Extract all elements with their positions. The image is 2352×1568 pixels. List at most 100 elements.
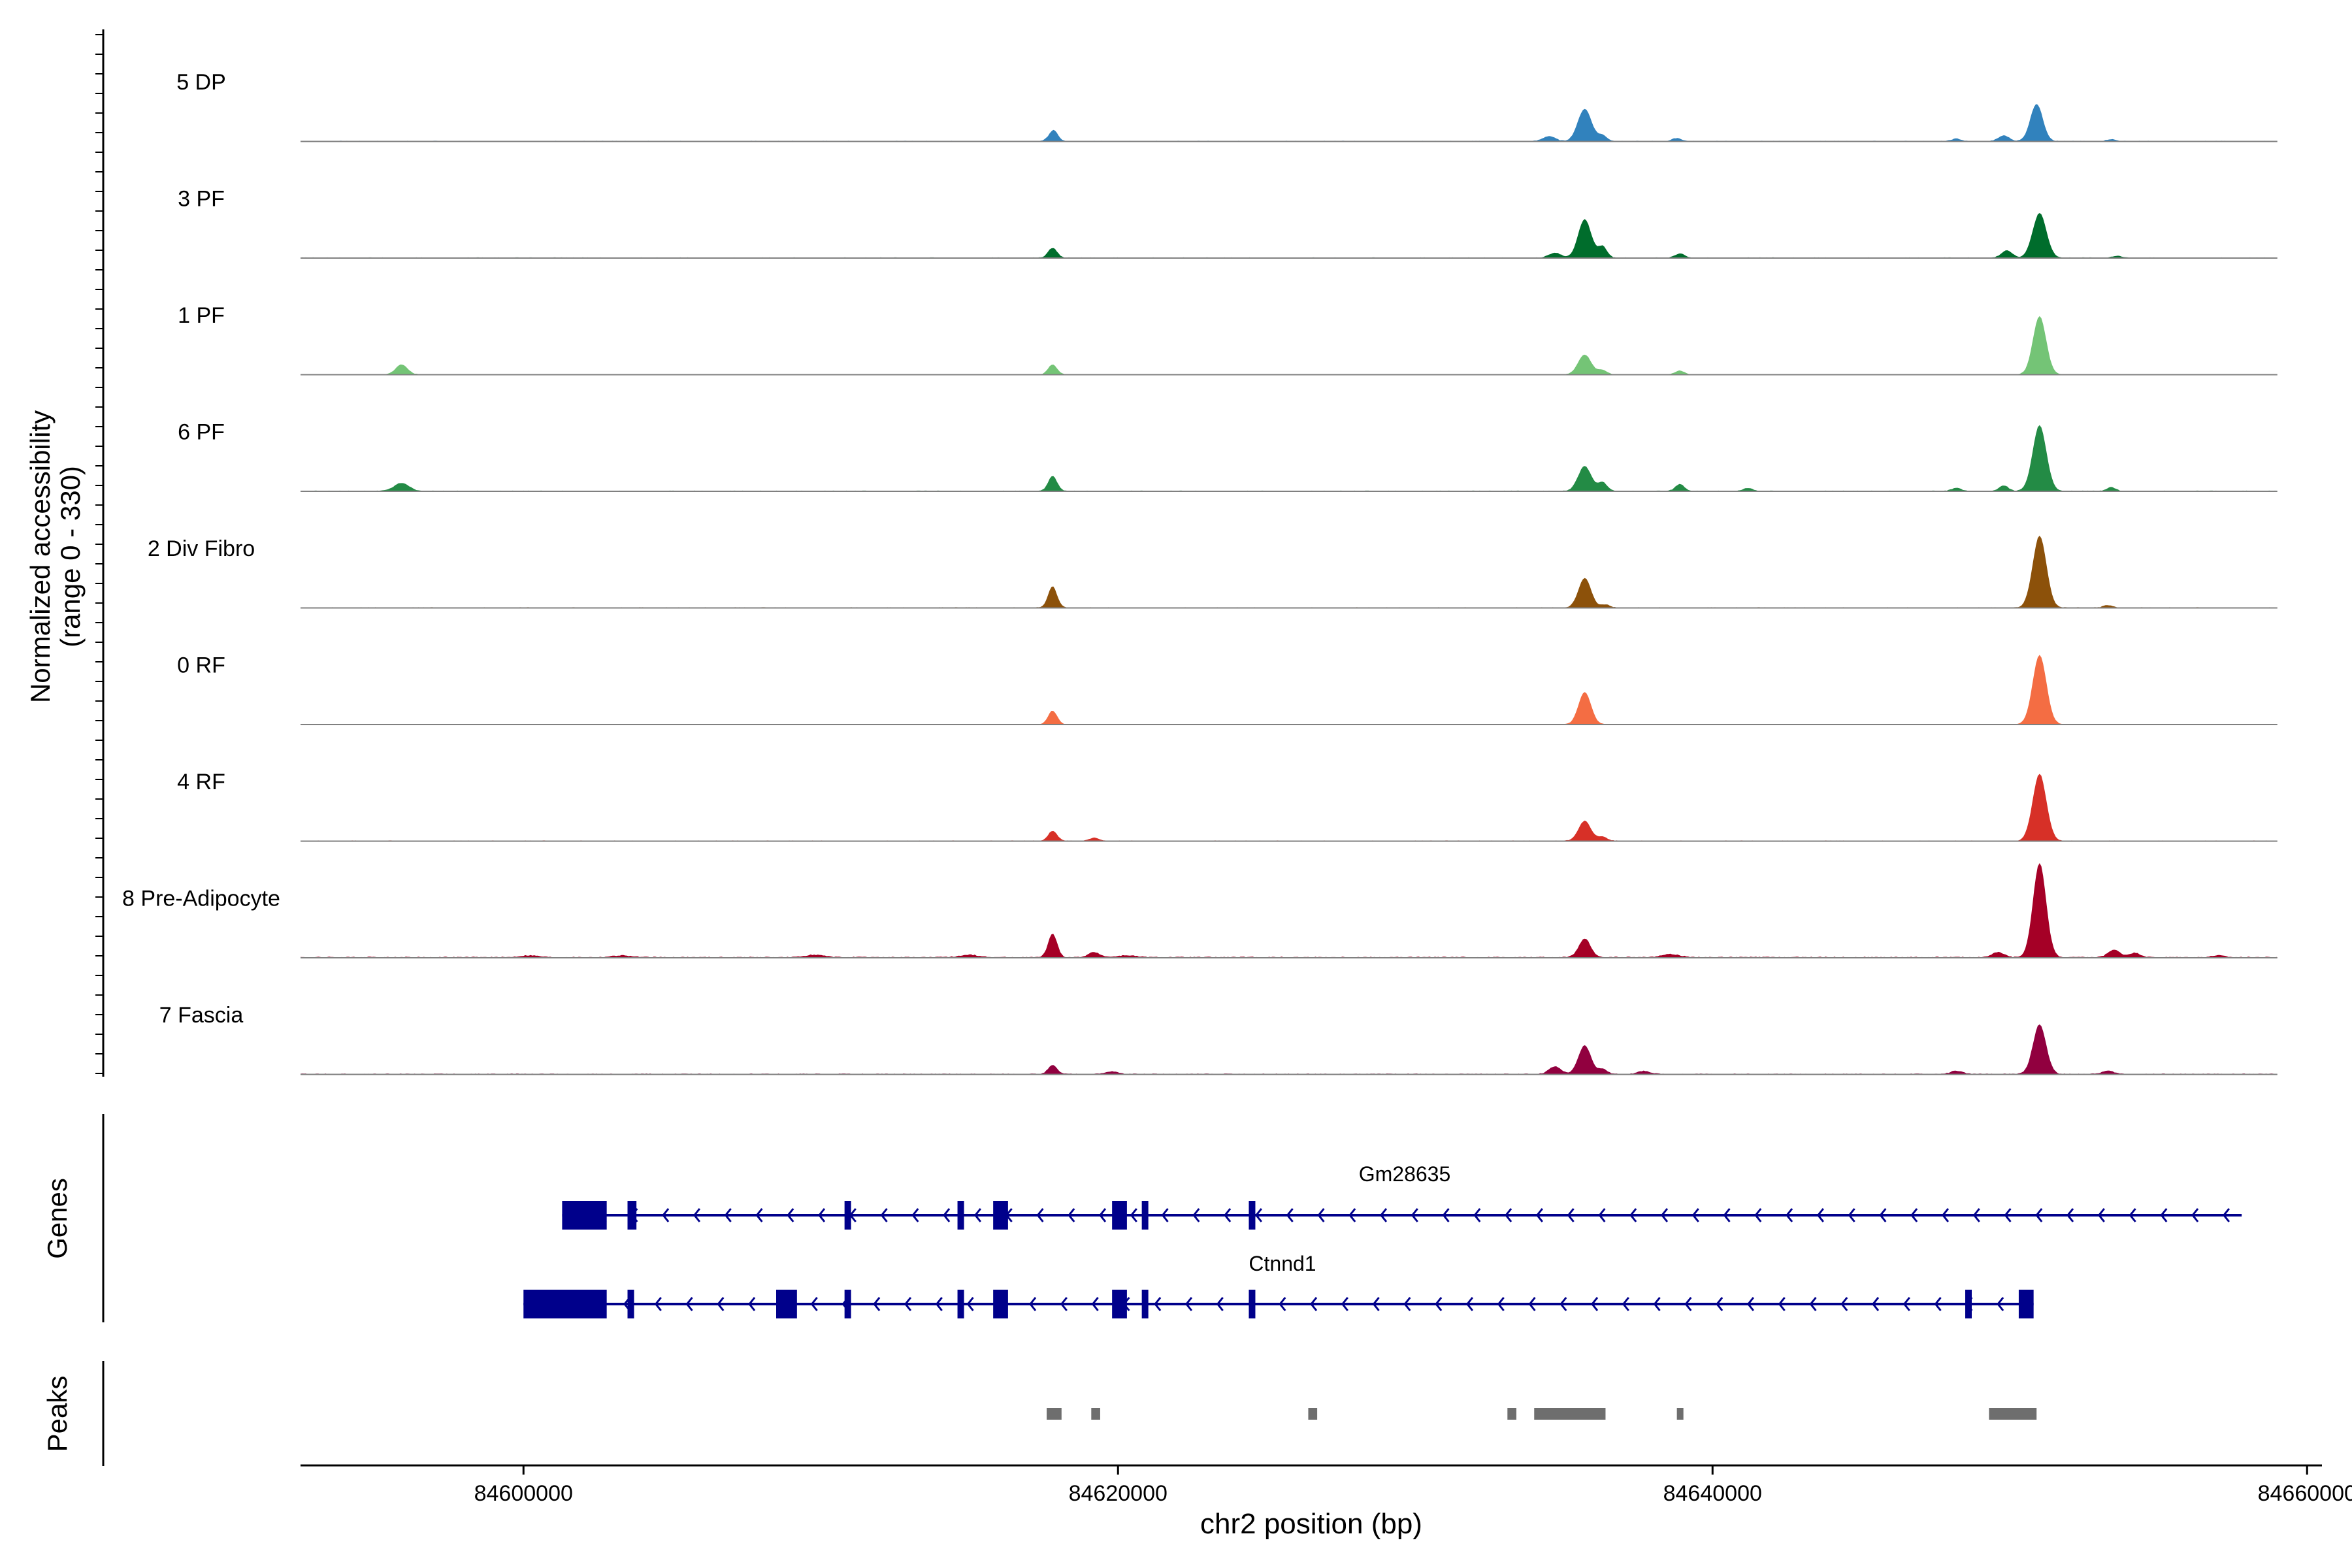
strand-arrow [1224,1208,1232,1222]
gene-exon [1141,1290,1149,1318]
peak-region [1091,1408,1100,1420]
track-label: 5 DP [176,70,226,95]
strand-arrow [1435,1297,1443,1311]
y-axis-label-line2: (range 0 - 330) [55,466,86,647]
strand-arrow [748,1297,756,1311]
track-label: 8 Pre-Adipocyte [122,887,280,911]
peak-region [1047,1408,1062,1420]
strand-arrow [1029,1297,1037,1311]
strand-arrow [1192,1208,1200,1222]
strand-arrow [1130,1208,1137,1222]
strand-arrow [810,1297,818,1311]
strand-arrow [1691,1208,1699,1222]
gene-exon [1249,1201,1256,1230]
strand-arrow [1622,1297,1629,1311]
strand-arrow [1809,1297,1817,1311]
strand-arrow [654,1297,662,1311]
strand-arrow [1684,1297,1692,1311]
strand-arrow [1161,1208,1169,1222]
peak-region [1507,1408,1516,1420]
strand-arrow [1716,1297,1723,1311]
strand-arrow [685,1297,693,1311]
track-4-rf: 4 RF [177,770,2278,842]
strand-arrow [966,1297,974,1311]
track-label: 7 Fascia [159,1003,244,1028]
strand-arrow [1317,1208,1325,1222]
strand-arrow [2191,1208,2199,1222]
strand-arrow [904,1297,912,1311]
strand-arrow [973,1208,982,1222]
track-8-pre-adipocyte: 8 Pre-Adipocyte [122,863,2278,958]
strand-arrow [1746,1297,1755,1311]
peaks-axis-label: Peaks [42,1376,73,1452]
strand-arrow [1972,1208,1980,1222]
track-2-div-fibro: 2 Div Fibro [148,535,2278,609]
gene-gm28635: Gm28635 [562,1162,2242,1230]
peak-region [1676,1408,1684,1420]
x-tick-label: 84620000 [1069,1481,1168,1506]
strand-arrow [1442,1208,1450,1222]
strand-arrow [1091,1297,1099,1311]
strand-arrow [911,1208,919,1222]
strand-arrow [787,1208,794,1222]
strand-arrow [1997,1297,2004,1311]
track-1-pf: 1 PF [178,303,2278,376]
strand-arrow [943,1208,951,1222]
track-label: 1 PF [178,303,225,328]
strand-arrow [1934,1297,1942,1311]
strand-arrow [2222,1208,2230,1222]
strand-arrow [1380,1208,1388,1222]
gene-exon [627,1201,637,1230]
gene-exon [1965,1290,1972,1318]
gene-exon [1112,1290,1127,1318]
x-axis-title: chr2 position (bp) [1200,1508,1422,1540]
gene-exon [844,1290,851,1318]
strand-arrow [1816,1208,1824,1222]
strand-arrow [1567,1208,1575,1222]
strand-arrow [1848,1208,1855,1222]
track-label: 4 RF [177,770,225,794]
gene-exon [523,1290,607,1318]
gene-exon [1112,1201,1127,1230]
strand-arrow [1879,1208,1887,1222]
strand-arrow [1872,1297,1880,1311]
coverage-tracks: 5 DP 3 PF 1 PF 6 PF 2 Div Fibro 0 RF 4 RF 8 Pre… [122,70,2278,1075]
strand-arrow [1840,1297,1848,1311]
track-label: 3 PF [178,187,225,212]
track-label: 6 PF [178,420,225,445]
strand-arrow [1348,1208,1356,1222]
strand-arrow [1060,1297,1068,1311]
strand-arrow [1528,1297,1536,1311]
strand-arrow [1216,1297,1224,1311]
strand-arrow [873,1297,881,1311]
strand-arrow [1411,1208,1418,1222]
gene-exon [993,1201,1008,1230]
strand-arrow [1723,1208,1731,1222]
gene-exon [957,1201,964,1230]
strand-arrow [1941,1208,1950,1222]
strand-arrow [1591,1297,1599,1311]
track-7-fascia: 7 Fascia [159,1003,2278,1075]
strand-arrow [1465,1297,1474,1311]
strand-arrow [1629,1208,1637,1222]
strand-arrow [818,1208,826,1222]
gene-exon [957,1290,964,1318]
strand-arrow [1754,1208,1762,1222]
strand-arrow [1341,1297,1348,1311]
strand-arrow [2160,1208,2168,1222]
strand-arrow [662,1208,670,1222]
strand-arrow [2129,1208,2136,1222]
gene-exon [1141,1201,1149,1230]
coverage-y-axis-ticks [95,34,103,1074]
strand-arrow [1786,1208,1793,1222]
strand-arrow [2004,1208,2012,1222]
gene-exon [844,1201,851,1230]
gene-exon [993,1290,1008,1318]
strand-arrow [1099,1208,1107,1222]
strand-arrow [1310,1297,1318,1311]
peak-region [1308,1408,1318,1420]
strand-arrow [1286,1208,1294,1222]
strand-arrow [1535,1208,1543,1222]
strand-arrow [2035,1208,2043,1222]
